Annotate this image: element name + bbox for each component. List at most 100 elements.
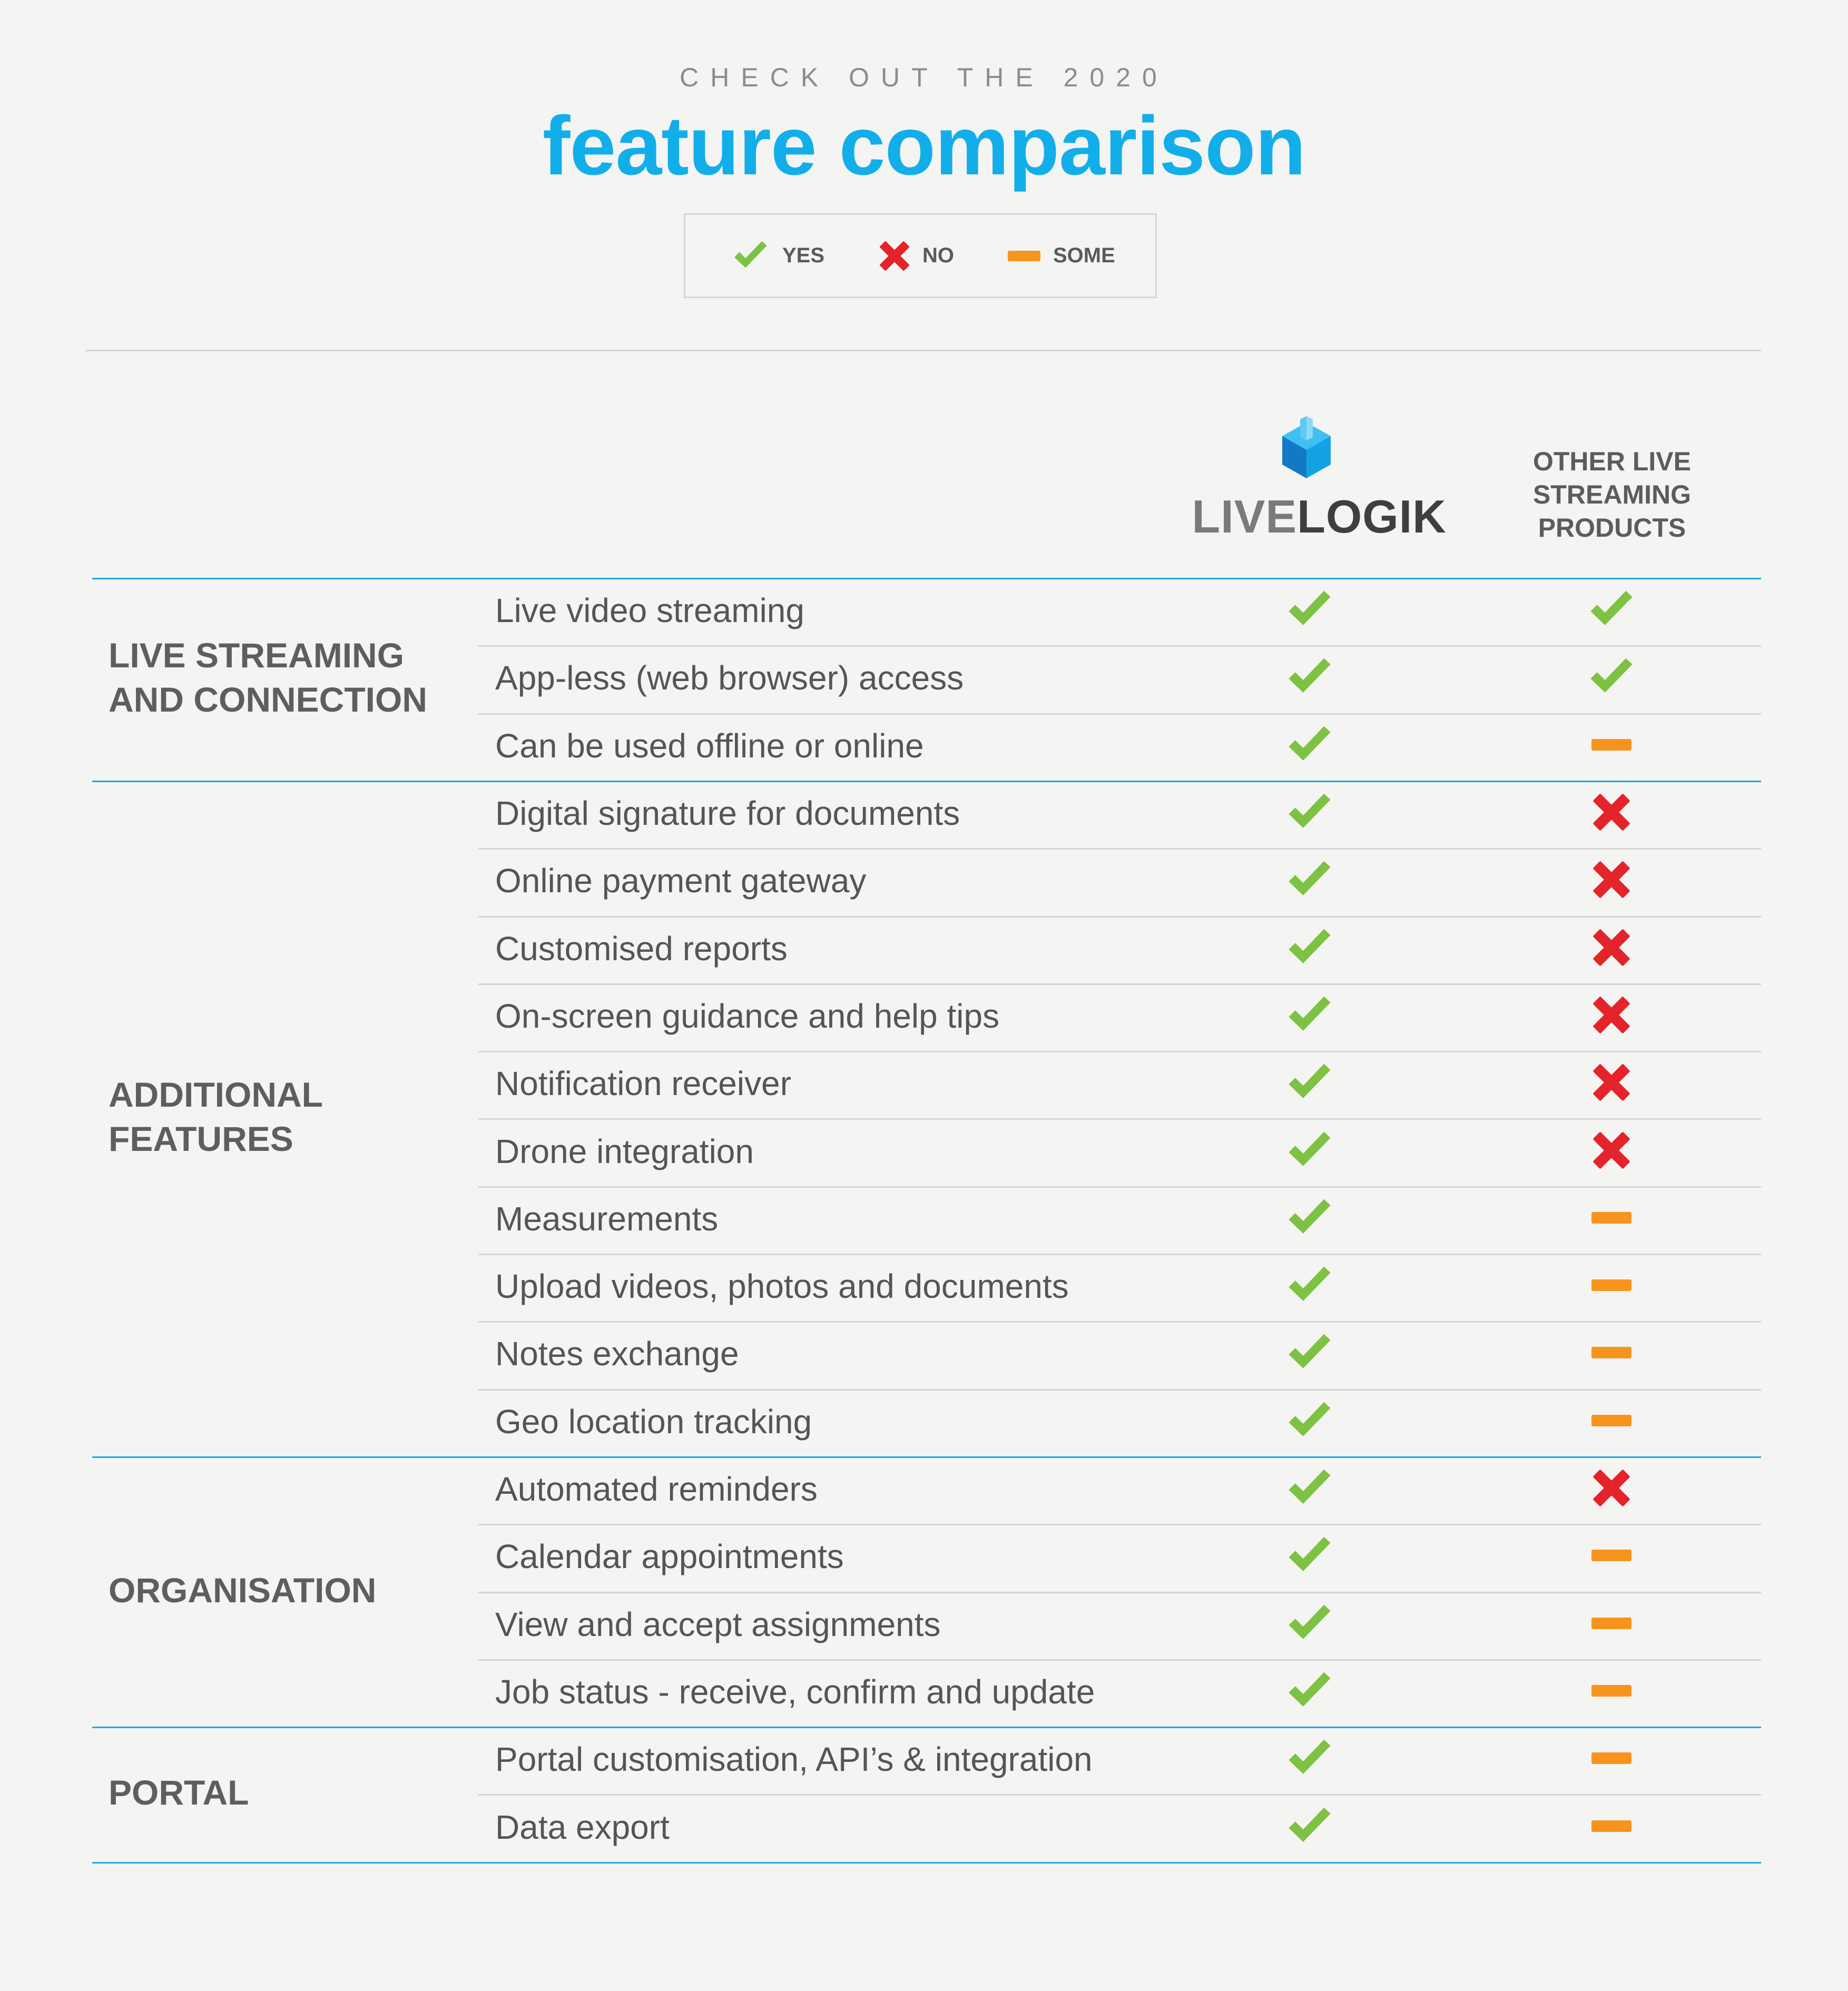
row-divider <box>478 1118 1761 1120</box>
feature-label: Upload videos, photos and documents <box>495 1267 1069 1305</box>
check-icon <box>1289 658 1331 693</box>
row-divider <box>478 1254 1761 1255</box>
cross-icon <box>880 241 909 271</box>
dash-icon <box>1591 1415 1631 1426</box>
check-icon <box>1590 590 1633 625</box>
logo-word-live: LIVE <box>1192 490 1297 543</box>
row-divider <box>478 645 1761 647</box>
row-divider <box>478 848 1761 850</box>
check-icon <box>1289 1807 1331 1842</box>
section-divider <box>92 1727 1761 1728</box>
check-icon <box>1289 726 1331 761</box>
check-icon <box>1289 1266 1331 1301</box>
section-label: PORTAL <box>109 1770 249 1815</box>
feature-label: Measurements <box>495 1200 719 1238</box>
row-divider <box>478 1659 1761 1661</box>
dash-icon <box>1008 250 1040 261</box>
row-divider <box>478 1051 1761 1052</box>
dash-icon <box>1591 1752 1631 1764</box>
row-divider <box>478 713 1761 715</box>
feature-label: Data export <box>495 1808 670 1846</box>
cross-icon <box>1593 1470 1630 1506</box>
row-divider <box>478 1389 1761 1391</box>
section-label: ADDITIONAL FEATURES <box>109 1072 323 1161</box>
dash-icon <box>1591 1279 1631 1291</box>
row-divider <box>478 983 1761 985</box>
legend-item-some: SOME <box>1008 215 1115 297</box>
feature-label: App-less (web browser) access <box>495 659 964 697</box>
dash-icon <box>1591 1685 1631 1697</box>
section-divider <box>92 781 1761 782</box>
check-icon <box>1289 1536 1331 1571</box>
check-icon <box>1289 1402 1331 1436</box>
feature-label: Job status - receive, confirm and update <box>495 1673 1095 1711</box>
livelogik-wordmark: LIVELOGIK <box>1192 490 1446 544</box>
header-divider <box>86 350 1761 351</box>
legend-item-no: NO <box>879 215 954 297</box>
check-icon <box>1289 1131 1331 1166</box>
cross-icon <box>1593 929 1630 966</box>
feature-label: Customised reports <box>495 930 788 968</box>
dash-icon <box>1591 739 1631 751</box>
legend-yes-label: YES <box>782 244 825 267</box>
feature-label: Geo location tracking <box>495 1403 812 1441</box>
check-icon <box>1289 1199 1331 1234</box>
section-divider <box>92 1862 1761 1864</box>
section-label-line1: ORGANISATION <box>109 1571 377 1610</box>
page-title: feature comparison <box>542 100 1306 192</box>
dash-icon <box>1591 1212 1631 1224</box>
legend-no-label: NO <box>922 244 954 267</box>
feature-label: Notification receiver <box>495 1065 791 1102</box>
feature-label: Online payment gateway <box>495 862 867 900</box>
check-icon <box>734 241 767 268</box>
legend-item-yes: YES <box>732 215 824 297</box>
check-icon <box>1289 996 1331 1031</box>
section-label-line1: ADDITIONAL <box>109 1075 323 1114</box>
other-header-line1: OTHER LIVE <box>1532 447 1692 476</box>
logo-word-logik: LOGIK <box>1297 490 1447 543</box>
check-icon <box>1289 1469 1331 1504</box>
check-icon <box>1289 793 1331 828</box>
check-icon <box>1590 658 1633 693</box>
section-label-line2: FEATURES <box>109 1119 293 1158</box>
cross-icon <box>1593 1064 1630 1101</box>
section-label: LIVE STREAMING AND CONNECTION <box>109 633 427 722</box>
row-divider <box>478 1186 1761 1188</box>
row-divider <box>478 1592 1761 1593</box>
check-icon <box>1289 1063 1331 1098</box>
row-divider <box>478 1794 1761 1796</box>
legend: YES NO SOME <box>684 213 1157 298</box>
dash-icon <box>1591 1820 1631 1832</box>
section-divider <box>92 1456 1761 1458</box>
legend-some-label: SOME <box>1053 244 1115 267</box>
check-icon <box>1289 861 1331 895</box>
section-label-line2: AND CONNECTION <box>109 680 427 719</box>
check-icon <box>1289 929 1331 963</box>
feature-label: Notes exchange <box>495 1335 739 1373</box>
feature-label: Drone integration <box>495 1132 754 1170</box>
section-divider <box>92 578 1761 579</box>
feature-label: On-screen guidance and help tips <box>495 997 1000 1035</box>
livelogik-logo: LIVELOGIK <box>1191 416 1446 548</box>
cross-icon <box>1593 997 1630 1033</box>
feature-label: Calendar appointments <box>495 1537 844 1575</box>
dash-icon <box>1591 1347 1631 1358</box>
check-icon <box>1289 1604 1331 1639</box>
other-header-line2: STREAMING <box>1533 480 1691 509</box>
row-divider <box>478 916 1761 918</box>
feature-label: Automated reminders <box>495 1470 818 1508</box>
dash-icon <box>1591 1550 1631 1561</box>
dash-icon <box>1591 1618 1631 1629</box>
row-divider <box>478 1524 1761 1525</box>
feature-label: View and accept assignments <box>495 1605 941 1643</box>
livelogik-logo-icon <box>1282 416 1331 478</box>
check-icon <box>1289 1739 1331 1774</box>
check-icon <box>1289 590 1331 625</box>
other-header-line3: PRODUCTS <box>1538 513 1686 543</box>
feature-label: Can be used offline or online <box>495 727 924 765</box>
section-label-line1: PORTAL <box>109 1773 249 1812</box>
other-products-header: OTHER LIVE STREAMING PRODUCTS <box>1507 445 1717 545</box>
feature-label: Live video streaming <box>495 592 804 629</box>
row-divider <box>478 1321 1761 1323</box>
section-label: ORGANISATION <box>109 1568 376 1612</box>
